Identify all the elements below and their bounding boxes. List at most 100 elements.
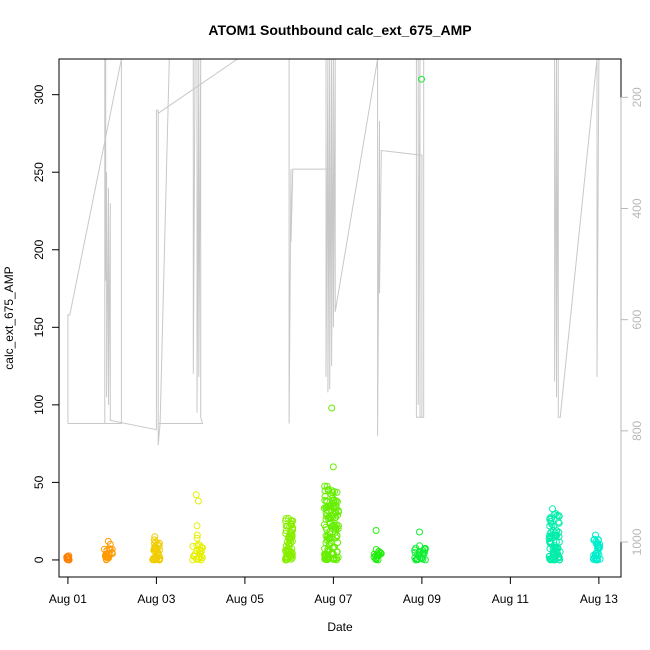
point-cluster-4 (189, 491, 206, 564)
data-point (65, 552, 73, 560)
data-point (282, 546, 290, 554)
data-point (64, 556, 72, 564)
right-tick-label: 1000 (630, 528, 644, 555)
point-cluster-3 (149, 533, 164, 564)
data-point (282, 527, 290, 535)
y-tick-label: 250 (32, 162, 46, 182)
x-tick-label: Aug 11 (492, 592, 529, 606)
point-cluster-9 (545, 505, 564, 564)
x-tick-label: Aug 01 (49, 592, 87, 606)
point-cluster-7 (370, 527, 385, 564)
point-cluster-1 (63, 552, 73, 564)
data-point (323, 497, 331, 505)
data-point (192, 555, 200, 563)
data-point (335, 508, 342, 516)
data-point (323, 482, 331, 490)
data-point (323, 536, 331, 544)
scatter-points-layer (63, 75, 604, 564)
data-point (373, 551, 381, 559)
data-point (283, 553, 291, 561)
data-point (590, 551, 598, 559)
data-point (372, 527, 380, 534)
data-point (419, 549, 427, 557)
data-point (193, 534, 201, 542)
data-point (552, 552, 560, 560)
data-point (100, 545, 108, 553)
chart-title: ATOM1 Southbound calc_ext_675_AMP (208, 22, 471, 38)
x-tick-label: Aug 13 (580, 592, 618, 606)
data-point (193, 542, 201, 550)
x-axis-label: Date (327, 620, 353, 634)
data-point (288, 521, 295, 529)
data-point (321, 482, 329, 490)
data-point (329, 494, 337, 502)
data-point (196, 542, 204, 549)
data-point (198, 544, 206, 551)
y-tick-label: 200 (32, 239, 46, 259)
x-tick-label: Aug 07 (314, 592, 352, 606)
data-point (555, 512, 563, 520)
data-point (555, 533, 563, 541)
data-point (334, 539, 342, 547)
data-point (328, 512, 336, 520)
x-tick-label: Aug 03 (137, 592, 175, 606)
data-point (546, 522, 554, 530)
data-point (323, 526, 331, 534)
data-point (545, 553, 553, 560)
data-point (555, 538, 563, 546)
data-point (150, 536, 158, 544)
data-point (334, 525, 342, 533)
data-point (282, 522, 290, 530)
data-point (549, 505, 556, 513)
depth-trace-line (67, 58, 600, 446)
right-depth-axis: 200 400 600 800 1000 (620, 87, 644, 555)
data-point (149, 556, 157, 564)
data-point (420, 550, 428, 558)
data-point (372, 554, 380, 562)
y-axis-label: calc_ext_675_AMP (2, 266, 16, 369)
data-point (64, 553, 72, 561)
data-point (325, 547, 333, 554)
point-cluster-2 (100, 537, 116, 564)
data-point (418, 75, 425, 83)
data-point (322, 515, 330, 523)
data-point (104, 537, 112, 545)
data-point (546, 514, 554, 522)
data-point (288, 550, 296, 558)
data-point (193, 531, 201, 539)
right-tick-label: 800 (630, 420, 644, 440)
y-tick-label: 100 (32, 395, 46, 415)
data-point (288, 533, 296, 541)
data-point (285, 533, 293, 541)
data-point (416, 528, 423, 536)
data-point (329, 463, 337, 471)
data-point (154, 548, 162, 556)
data-point (321, 545, 329, 553)
data-point (192, 491, 200, 499)
right-tick-label: 600 (630, 309, 644, 329)
data-point (328, 404, 336, 412)
data-point (411, 546, 419, 554)
data-point (102, 550, 110, 558)
data-point (332, 504, 340, 512)
data-point (325, 554, 333, 562)
data-point (193, 522, 201, 530)
data-point (555, 519, 563, 527)
data-point (153, 554, 161, 562)
data-point (377, 549, 385, 557)
data-point (333, 488, 341, 496)
data-point (328, 548, 336, 556)
data-point (283, 538, 291, 546)
y-tick-label: 300 (32, 84, 46, 104)
y-tick-label: 150 (32, 317, 46, 337)
data-point (590, 555, 597, 563)
right-tick-label: 400 (630, 198, 644, 218)
point-cluster-5 (282, 515, 297, 564)
data-point (323, 506, 331, 514)
data-point (592, 531, 599, 539)
right-tick-label: 200 (630, 87, 644, 107)
data-point (196, 550, 204, 558)
x-tick-label: Aug 05 (226, 592, 264, 606)
data-point (151, 533, 159, 541)
